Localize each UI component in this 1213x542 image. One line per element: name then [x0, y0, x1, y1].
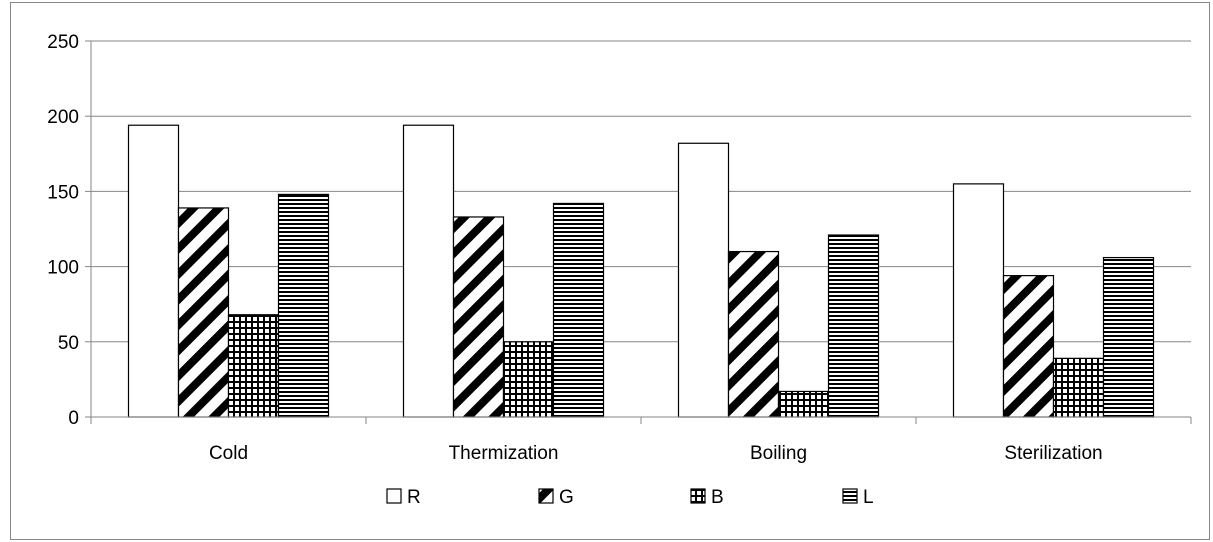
bar-l-cold [277, 193, 330, 418]
y-tick-label: 50 [58, 333, 79, 354]
legend-label: L [863, 487, 874, 508]
y-tick-label: 250 [47, 32, 79, 53]
y-tick-label: 100 [47, 258, 79, 279]
legend-label: B [711, 487, 724, 508]
bar-b-boiling [777, 390, 830, 418]
axes [90, 41, 1192, 424]
bars [127, 124, 1155, 418]
bar-l-boiling [827, 234, 880, 418]
bar-b-sterilization [1052, 357, 1105, 418]
legend-item-r: R [386, 487, 421, 508]
bar-g-sterilization [1002, 275, 1055, 418]
legend-swatch-l [842, 488, 858, 504]
x-tick-label: Sterilization [1004, 443, 1102, 464]
bar-r-boiling [677, 142, 730, 418]
bar-chart: 0 50 100 150 200 250 Cold Thermization Boiling S… [47, 32, 1192, 508]
y-axis-tick-labels: 0 50 100 150 200 250 [47, 32, 91, 429]
bar-b-cold [227, 314, 280, 418]
legend-item-b: B [690, 487, 724, 508]
bar-r-thermization [402, 124, 455, 418]
bar-r-sterilization [952, 183, 1005, 418]
x-tick-label: Thermization [449, 443, 559, 464]
bar-g-boiling [727, 250, 780, 418]
legend-swatch-b [690, 488, 706, 504]
x-tick-label: Cold [209, 443, 248, 464]
legend-label: R [407, 487, 421, 508]
legend-swatch-r [386, 488, 402, 504]
bar-l-sterilization [1102, 256, 1155, 418]
legend-item-g: G [538, 487, 574, 508]
legend-label: G [559, 487, 574, 508]
x-axis-tick-labels: Cold Thermization Boiling Sterilization [209, 443, 1103, 464]
bar-r-cold [127, 124, 180, 418]
legend-item-l: L [842, 487, 874, 508]
y-tick-label: 200 [47, 107, 79, 128]
bar-b-thermization [502, 341, 555, 418]
y-tick-label: 0 [68, 408, 79, 429]
x-tick-label: Boiling [750, 443, 807, 464]
legend-swatch-g [538, 488, 554, 504]
bar-g-cold [177, 207, 230, 418]
bar-g-thermization [452, 216, 505, 418]
bar-l-thermization [552, 202, 605, 418]
chart-frame: 0 50 100 150 200 250 Cold Thermization Boiling S… [10, 2, 1210, 540]
y-tick-label: 150 [47, 182, 79, 203]
